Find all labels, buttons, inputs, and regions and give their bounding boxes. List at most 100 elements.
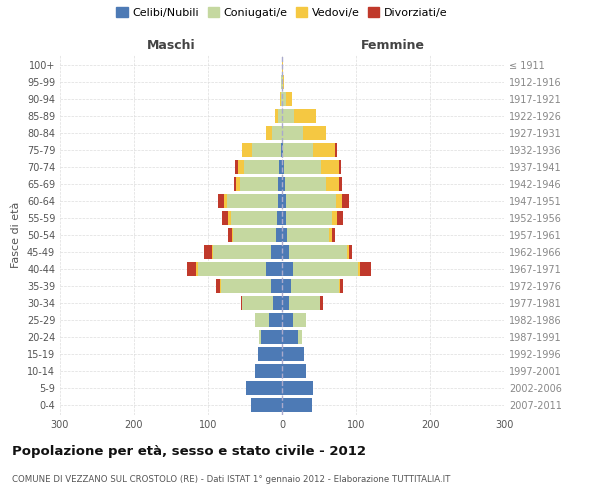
Bar (283, 75, 284, 89)
Bar (276, 228, 282, 242)
Bar (232, 228, 233, 242)
Bar (293, 262, 358, 276)
Bar (349, 245, 352, 259)
Bar (266, 262, 282, 276)
Bar (282, 75, 283, 89)
Bar (272, 126, 282, 140)
Text: COMUNE DI VEZZANO SUL CROSTOLO (RE) - Dati ISTAT 1° gennaio 2012 - Elaborazione : COMUNE DI VEZZANO SUL CROSTOLO (RE) - Da… (12, 475, 451, 484)
Bar (233, 228, 276, 242)
Bar (282, 92, 286, 106)
Bar (234, 177, 236, 191)
Bar (259, 347, 282, 361)
Bar (294, 109, 316, 123)
Bar (286, 92, 292, 106)
Text: Popolazione per età, sesso e stato civile - 2012: Popolazione per età, sesso e stato civil… (12, 445, 366, 458)
Bar (287, 228, 329, 242)
Bar (278, 194, 282, 208)
Bar (282, 126, 303, 140)
Bar (256, 313, 269, 327)
Bar (227, 194, 278, 208)
Bar (197, 262, 266, 276)
Bar (358, 262, 360, 276)
Bar (282, 177, 285, 191)
Bar (244, 160, 279, 174)
Bar (238, 160, 244, 174)
Bar (326, 177, 339, 191)
Bar (277, 211, 282, 225)
Bar (261, 330, 282, 344)
Bar (282, 211, 286, 225)
Bar (282, 364, 307, 378)
Bar (282, 245, 289, 259)
Bar (336, 194, 342, 208)
Text: Maschi: Maschi (146, 40, 196, 52)
Bar (224, 194, 227, 208)
Bar (241, 296, 242, 310)
Bar (242, 296, 273, 310)
Bar (282, 228, 287, 242)
Bar (289, 296, 320, 310)
Bar (320, 296, 323, 310)
Y-axis label: Fasce di età: Fasce di età (11, 202, 21, 268)
Bar (218, 194, 224, 208)
Bar (259, 330, 261, 344)
Bar (329, 228, 332, 242)
Bar (281, 92, 282, 106)
Bar (335, 143, 337, 157)
Bar (231, 211, 277, 225)
Bar (332, 211, 337, 225)
Bar (282, 330, 298, 344)
Bar (282, 313, 293, 327)
Bar (339, 279, 340, 293)
Bar (222, 211, 228, 225)
Bar (235, 160, 238, 174)
Bar (289, 245, 347, 259)
Bar (293, 313, 307, 327)
Bar (269, 313, 282, 327)
Bar (339, 177, 342, 191)
Bar (298, 330, 302, 344)
Bar (240, 177, 278, 191)
Bar (273, 296, 282, 310)
Bar (282, 262, 293, 276)
Bar (275, 109, 278, 123)
Bar (281, 75, 282, 89)
Bar (282, 58, 283, 72)
Bar (347, 245, 349, 259)
Bar (282, 381, 313, 395)
Bar (282, 194, 286, 208)
Bar (253, 143, 281, 157)
Bar (271, 279, 282, 293)
Bar (266, 126, 272, 140)
Bar (282, 347, 304, 361)
Bar (280, 92, 281, 106)
Bar (228, 228, 232, 242)
Bar (291, 279, 339, 293)
Bar (332, 228, 335, 242)
Text: Femmine: Femmine (361, 40, 425, 52)
Bar (360, 262, 371, 276)
Bar (282, 398, 311, 412)
Bar (282, 109, 294, 123)
Bar (282, 143, 283, 157)
Bar (204, 245, 212, 259)
Bar (271, 245, 282, 259)
Bar (303, 126, 326, 140)
Bar (285, 177, 326, 191)
Bar (220, 279, 221, 293)
Bar (236, 177, 240, 191)
Bar (279, 160, 282, 174)
Bar (228, 211, 231, 225)
Bar (196, 262, 197, 276)
Bar (313, 143, 335, 157)
Bar (283, 143, 313, 157)
Bar (213, 245, 271, 259)
Bar (286, 211, 332, 225)
Legend: Celibi/Nubili, Coniugati/e, Vedovi/e, Divorziati/e: Celibi/Nubili, Coniugati/e, Vedovi/e, Di… (112, 3, 452, 22)
Bar (284, 160, 321, 174)
Bar (337, 211, 343, 225)
Bar (242, 143, 253, 157)
Bar (282, 160, 284, 174)
Bar (254, 364, 282, 378)
Bar (251, 398, 282, 412)
